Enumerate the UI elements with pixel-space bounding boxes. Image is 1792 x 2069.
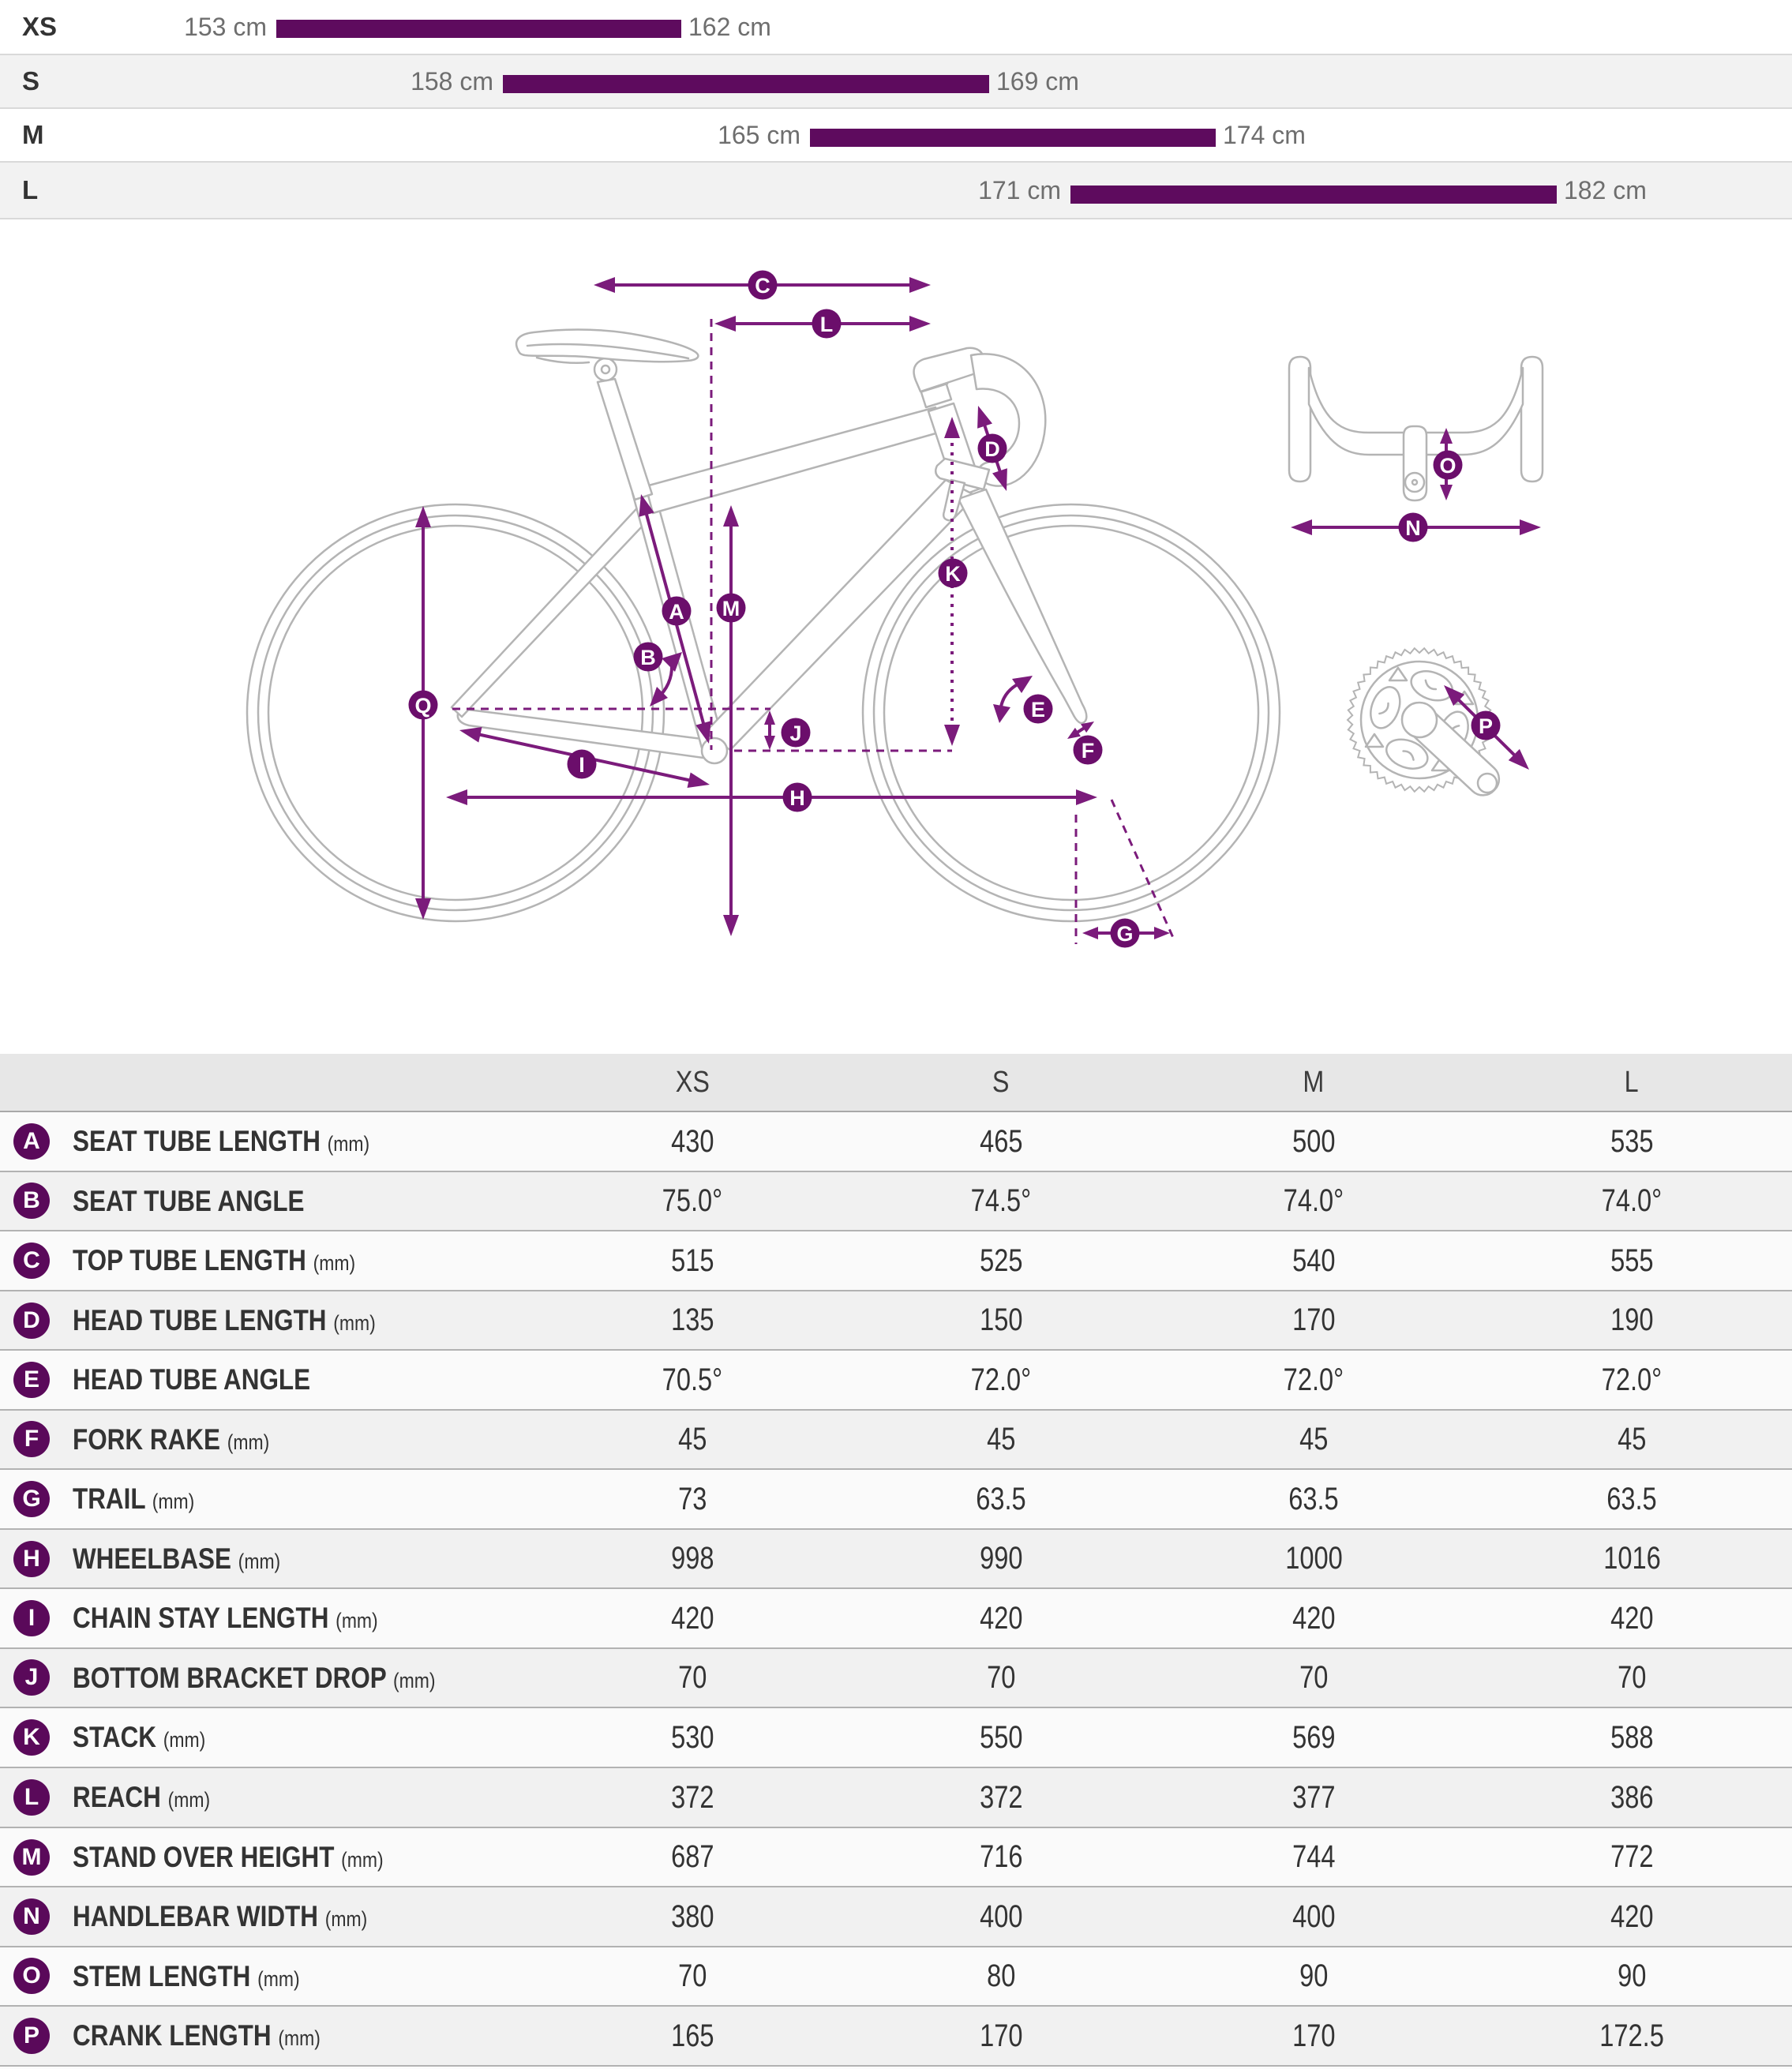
- svg-text:O: O: [1439, 454, 1456, 478]
- svg-text:L: L: [820, 313, 834, 336]
- svg-text:I: I: [579, 753, 585, 777]
- svg-text:J: J: [789, 722, 801, 745]
- svg-text:N: N: [1405, 516, 1421, 540]
- svg-text:D: D: [984, 437, 1000, 461]
- svg-text:E: E: [1031, 698, 1045, 722]
- svg-text:P: P: [1479, 714, 1493, 738]
- svg-text:B: B: [640, 646, 656, 669]
- svg-text:M: M: [722, 597, 740, 620]
- svg-text:K: K: [945, 562, 961, 586]
- svg-text:H: H: [789, 786, 805, 810]
- svg-text:A: A: [669, 600, 684, 624]
- svg-text:F: F: [1082, 739, 1095, 763]
- svg-text:G: G: [1116, 922, 1133, 946]
- svg-text:Q: Q: [414, 694, 431, 718]
- svg-text:C: C: [755, 274, 770, 298]
